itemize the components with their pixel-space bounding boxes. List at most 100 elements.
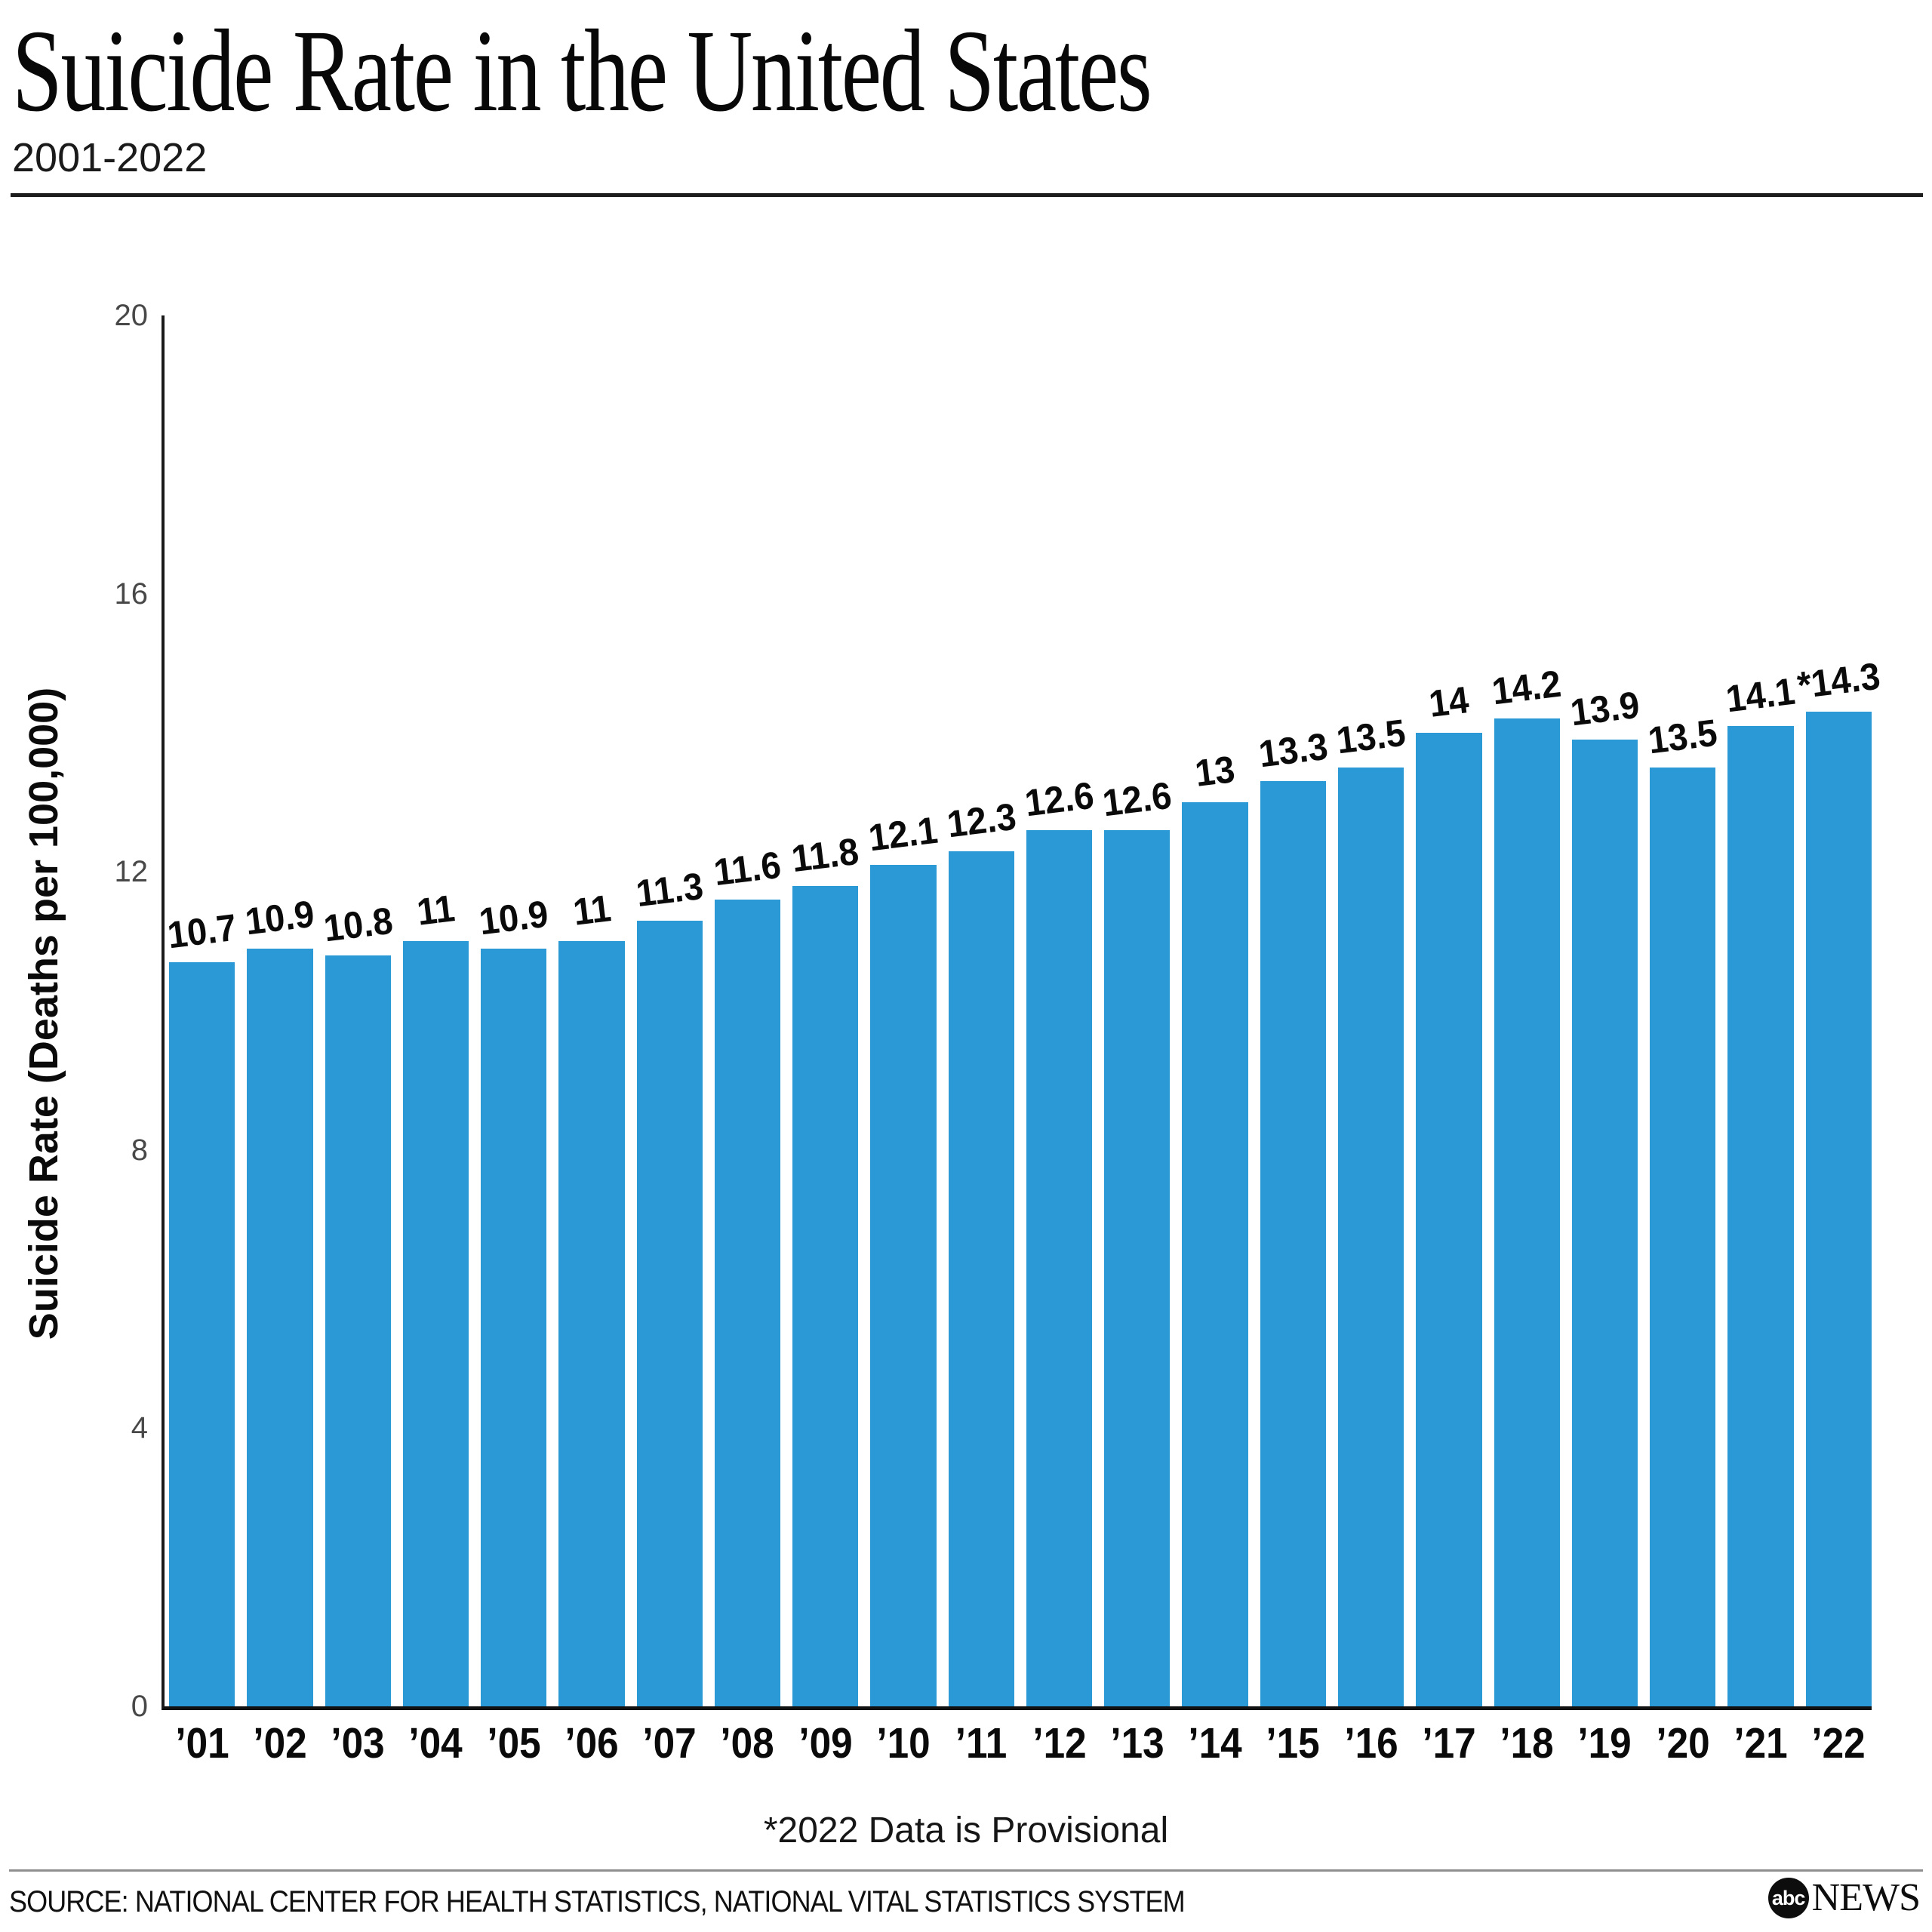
x-tick-label: ’04 [408, 1719, 463, 1767]
bar-value-label: 14 [1426, 678, 1472, 725]
bar [169, 962, 235, 1706]
bar-slot: 12.6 ’12 [1023, 315, 1097, 1767]
bar [247, 948, 313, 1706]
footer-divider [9, 1869, 1923, 1872]
x-tick-label: ’07 [642, 1719, 697, 1767]
y-axis-title: Suicide Rate (Deaths per 100,000) [21, 687, 66, 1340]
x-tick-label: ’09 [798, 1719, 853, 1767]
bar-value-label: 10.9 [476, 892, 551, 943]
y-tick-label: 8 [131, 1133, 148, 1167]
page-subtitle: 2001-2022 [12, 135, 208, 180]
bar [325, 955, 391, 1706]
bar [948, 851, 1014, 1706]
page-title: Suicide Rate in the United States [12, 5, 1152, 136]
x-tick-label: ’10 [876, 1719, 931, 1767]
bar-slot: 10.9 ’05 [477, 315, 551, 1767]
bar [1805, 712, 1872, 1706]
x-tick-label: ’16 [1343, 1719, 1398, 1767]
header-divider [11, 193, 1923, 197]
x-tick-label: ’11 [955, 1719, 1008, 1767]
bar-series: 10.7’01 10.9’02 10.8’03 11’04 10.9’05 11’06 11… [165, 315, 1882, 1767]
x-tick-label: ’13 [1110, 1719, 1164, 1767]
bar [481, 948, 547, 1706]
bar [1650, 767, 1716, 1706]
x-tick-label: ’01 [174, 1719, 229, 1767]
bar [714, 900, 781, 1706]
bar-value-label: 10.8 [321, 899, 395, 950]
bar-value-label: 12.6 [1100, 774, 1174, 825]
x-tick-label: ’02 [253, 1719, 307, 1767]
source-credit: SOURCE: NATIONAL CENTER FOR HEALTH STATI… [9, 1885, 1186, 1918]
bar-slot: 12.3 ’11 [944, 315, 1018, 1767]
bar-slot: 14.2 ’18 [1490, 315, 1564, 1767]
bar-slot: 10.9 ’02 [243, 315, 317, 1767]
y-tick-label: 4 [131, 1411, 148, 1445]
bar [1416, 732, 1482, 1706]
bar-value-label: 13.9 [1567, 683, 1642, 734]
abc-news-logo: abc NEWS [1767, 1876, 1921, 1919]
bar-slot: 13.9 ’19 [1568, 315, 1642, 1767]
bar-chart-plot-area: 0 4 8 12 16 20 10.7 ’01 10.9 ’02 10.8 ’03 11 ’04 10.9… [115, 300, 1883, 1767]
bar [870, 865, 937, 1706]
bar-value-label: 13.5 [1334, 711, 1408, 762]
bar-slot: 12.1 ’10 [866, 315, 940, 1767]
bar-slot: 11.3 ’07 [633, 315, 706, 1767]
bar-slot: 13.3 ’15 [1257, 315, 1331, 1767]
bar-slot: 14 ’17 [1416, 315, 1482, 1767]
bar [402, 941, 469, 1706]
y-tick-label: 20 [114, 299, 149, 332]
x-tick-label: ’18 [1500, 1719, 1554, 1767]
x-tick-label: ’12 [1032, 1719, 1087, 1767]
abc-logo-icon: abc [1767, 1878, 1809, 1918]
x-tick-label: ’15 [1266, 1719, 1321, 1767]
bar-slot: 10.8 ’03 [321, 315, 395, 1767]
x-tick-label: ’14 [1188, 1719, 1242, 1767]
x-tick-label: ’03 [331, 1719, 385, 1767]
bar [792, 885, 859, 1706]
bar-value-label: 12.3 [944, 795, 1019, 845]
x-tick-label: ’06 [565, 1719, 619, 1767]
y-tick-label: 0 [131, 1690, 148, 1723]
x-tick-label: ’20 [1656, 1719, 1710, 1767]
bar-slot: 14.1 ’21 [1724, 315, 1798, 1767]
bar-value-label: 11 [414, 887, 457, 934]
bar-value-label: 11.3 [633, 864, 706, 915]
bar-slot: 12.6 ’13 [1100, 315, 1174, 1767]
bar [1337, 767, 1404, 1706]
bar-value-label: 14.2 [1490, 663, 1564, 713]
bar-value-label: 13.3 [1256, 725, 1331, 776]
bar [1026, 829, 1093, 1706]
x-tick-label: ’22 [1811, 1719, 1866, 1767]
x-tick-label: ’08 [720, 1719, 775, 1767]
bar-value-label: 10.7 [165, 906, 239, 957]
bar-slot: *14.3 ’22 [1795, 315, 1882, 1767]
bar-slot: 11.8 ’09 [789, 315, 862, 1767]
bar [1494, 718, 1560, 1706]
bar-value-label: 10.9 [243, 892, 317, 943]
bar-slot: 13 ’14 [1182, 315, 1248, 1767]
abc-news-wordmark: NEWS [1811, 1876, 1921, 1919]
bar-value-label: 12.1 [866, 808, 940, 860]
bar [1727, 725, 1794, 1706]
bar [558, 941, 625, 1706]
bar [1571, 740, 1638, 1706]
bar-slot: 11 ’04 [402, 315, 469, 1767]
bar-value-label: 11 [570, 887, 614, 934]
bar-value-label: 13.5 [1645, 711, 1720, 762]
y-axis-ticks: 0 4 8 12 16 20 [115, 300, 1872, 1721]
bar-slot: 11 ’06 [558, 315, 625, 1767]
x-tick-label: ’19 [1577, 1719, 1632, 1767]
bar-value-label: 12.6 [1022, 774, 1097, 825]
bar-value-label: 11.8 [789, 829, 862, 880]
bar-value-label: 11.6 [711, 843, 784, 894]
bar [1182, 802, 1248, 1706]
chart-footnote: *2022 Data is Provisional [763, 1810, 1169, 1850]
bar-slot: 13.5 ’20 [1646, 315, 1720, 1767]
x-tick-label: ’05 [487, 1719, 541, 1767]
y-tick-label: 12 [114, 855, 149, 889]
x-tick-label: ’21 [1734, 1719, 1788, 1767]
bar-slot: 11.6 ’08 [711, 315, 784, 1767]
bar-slot: 10.7 ’01 [165, 315, 239, 1767]
y-tick-label: 16 [114, 577, 149, 611]
